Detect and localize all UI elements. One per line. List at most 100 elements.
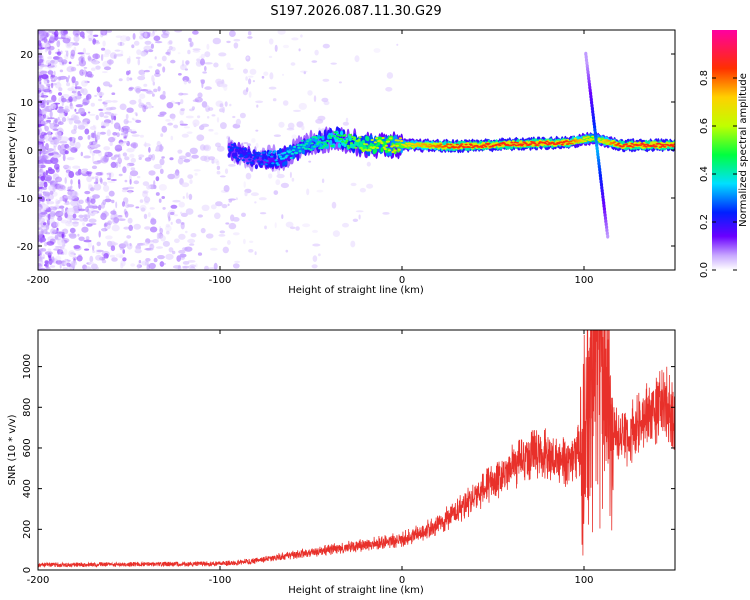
spectrogram-cell [316,189,324,193]
spectrogram-cell [59,196,64,202]
spectrogram-cell [133,223,141,230]
spectrogram-cell [107,220,112,226]
spectrogram-x-tick-label: 100 [574,275,593,286]
spectrogram-cell [77,121,85,129]
spectrogram-cell [204,86,212,90]
spectrogram-ridge-cell [296,144,300,147]
spectrogram-cell [66,262,71,267]
spectrogram-cell [120,263,124,269]
spectrogram-ridge-cell [528,143,533,145]
spectrogram-cell [95,178,99,184]
spectrogram-cell [219,175,226,178]
spectrogram-ridge-cell [388,149,392,152]
spectrogram-cell [179,253,187,258]
spectrogram-ridge-cell [320,141,324,144]
spectrogram-cell [54,33,59,41]
spectrogram-cell [179,123,188,126]
spectrogram-cell [197,214,203,218]
spectrogram-cell [119,254,124,259]
spectrogram-cell [179,108,185,116]
spectrogram-ridge-cell [520,144,524,147]
spectrogram-cell [88,211,91,219]
spectrogram-cell [147,212,151,218]
spectrogram-cell [186,131,193,134]
spectrogram-cell [59,69,64,73]
spectrogram-ridge-cell [345,139,349,142]
spectrogram-cell [109,254,115,258]
spectrogram-cell [130,263,136,267]
spectrogram-cell [223,84,228,91]
spectrogram-cell [200,53,205,59]
spectrogram-cell [274,44,278,52]
spectrogram-ridge-cell [439,143,443,146]
spectrogram-cell [39,63,45,68]
spectrogram-cell [77,125,86,130]
spectrogram-ridge-cell [384,144,388,147]
spectrogram-cell [86,175,93,183]
spectrogram-cell [281,214,284,220]
spectrogram-ridge-cell [585,138,589,141]
spectrogram-cell [165,119,171,122]
spectrogram-ridge-cell [233,142,237,148]
spectrogram-cell [72,221,79,227]
spectrogram-cell [168,215,172,220]
spectrogram-cell [91,206,96,209]
spectrogram-cell [174,238,180,244]
spectrogram-cell [317,115,326,121]
spectrogram-ridge-cell [254,151,258,154]
spectrogram-cell [84,266,92,270]
spectrogram-cell [159,158,165,166]
spectrogram-cell [228,164,236,167]
spectrogram-cell [295,226,300,231]
spectrogram-ridge-cell [318,147,322,150]
spectrogram-cell [62,61,64,66]
spectrogram-cell [50,79,56,83]
spectrogram-ridge-cell [262,151,266,154]
spectrogram-ridge-cell [389,137,393,140]
spectrogram-cell [198,56,203,59]
spectrogram-cell [153,35,161,42]
spectrogram-cell [181,59,185,67]
spectrogram-cell [38,206,43,214]
spectrogram-ridge-cell [444,145,448,147]
spectrogram-cell [188,267,196,270]
spectrogram-cell [48,106,54,111]
spectrogram-cell [138,102,145,109]
spectrogram-cell [88,218,97,223]
colorbar-tick-label: 0.6 [699,118,710,134]
spectrogram-ridge-cell [291,149,296,152]
spectrogram-cell [168,40,173,45]
spectrogram-cell [180,212,188,217]
spectrogram-cell [122,249,125,254]
spectrogram-cell [214,212,221,220]
spectrogram-cell [89,58,94,61]
spectrogram-cell [65,51,69,57]
spectrogram-cell [321,97,329,103]
spectrogram-cell [165,223,170,228]
spectrogram-cell [122,152,128,157]
spectrogram-cell [110,179,117,181]
spectrogram-ridge-cell [483,144,487,146]
spectrogram-ridge-cell [252,157,256,160]
spectrogram-cell [68,61,72,65]
spectrogram-cell [184,246,193,252]
spectrogram-cell [207,156,216,161]
spectrogram-cell [228,199,233,203]
spectrogram-cell [137,175,141,179]
spectrogram-cell [96,135,100,140]
spectrogram-ridge-cell [277,153,281,156]
spectrogram-ridge-cell [293,145,297,148]
spectrogram-cell [47,213,51,220]
spectrogram-cell [354,55,360,63]
spectrogram-cell [57,238,65,246]
spectrogram-cell [182,261,190,265]
spectrogram-ridge-cell [300,139,304,142]
snr-x-label: Height of straight line (km) [288,585,424,596]
spectrogram-cell [96,91,105,97]
spectrogram-cell [86,93,92,100]
spectrogram-cell [157,86,161,92]
spectrogram-cell [50,228,56,235]
spectrogram-cell [101,47,106,51]
spectrogram-cell [268,173,273,179]
spectrogram-cell [41,74,49,80]
